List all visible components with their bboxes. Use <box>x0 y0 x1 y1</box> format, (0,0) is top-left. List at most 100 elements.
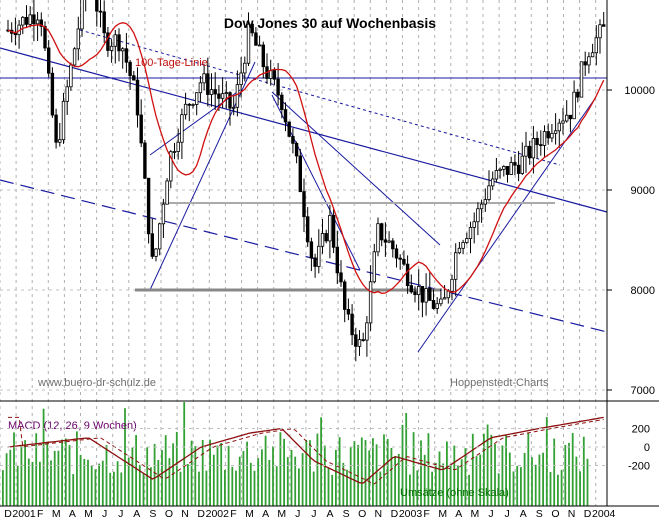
candle-body <box>202 73 206 84</box>
x-tick-label: D <box>584 508 592 520</box>
candle-body <box>102 11 106 34</box>
volume-bar <box>157 460 160 506</box>
watermark-left: www.buero-dr-schulz.de <box>37 377 156 389</box>
x-tick-label: 2001 <box>12 508 36 520</box>
y-tick-label: 9000 <box>631 185 655 197</box>
candle-body <box>309 241 314 259</box>
volume-bar <box>98 463 100 506</box>
candle-body <box>217 93 221 99</box>
volume-bar <box>105 445 108 506</box>
volume-bar <box>512 471 515 506</box>
volume-bar <box>353 441 356 506</box>
candle-body <box>287 121 291 137</box>
candle-body <box>261 44 265 68</box>
macd-panel: MACD (12, 26, 9 Wochen) Umsätze (ohne Sk… <box>0 400 659 506</box>
volume-bar <box>79 454 82 506</box>
volume-bar <box>246 441 248 506</box>
candle-body <box>457 247 462 254</box>
candle-body <box>365 322 369 341</box>
x-tick-label: J <box>118 508 123 520</box>
candle-body <box>505 165 510 175</box>
candle-body <box>516 164 521 174</box>
candle-body <box>272 70 277 80</box>
watermark-right: Hoppenstedt-Charts <box>450 377 549 389</box>
volume-bar <box>438 451 441 506</box>
volume-bar <box>464 448 467 506</box>
candle-body <box>132 75 136 81</box>
candle-body <box>157 223 162 250</box>
candle-body <box>150 233 154 257</box>
candle-body <box>513 162 517 166</box>
candle-body <box>335 246 339 274</box>
candle-body <box>576 91 580 98</box>
candle-body <box>246 23 251 64</box>
volume-bar <box>327 467 330 506</box>
candle-body <box>280 94 284 110</box>
candle-body <box>106 32 110 51</box>
macd-y-axis: 200 0 -200 <box>0 424 650 473</box>
volume-bar <box>586 458 589 506</box>
x-tick-label: A <box>520 508 527 520</box>
candle-body <box>124 48 129 63</box>
volume-bar <box>120 472 123 506</box>
volume-bar <box>238 456 241 506</box>
fall-trendline-2002b <box>271 91 441 246</box>
candle-body <box>420 286 425 303</box>
volume-bar <box>545 417 548 506</box>
candle-body <box>442 297 447 300</box>
volume-bar <box>579 471 581 506</box>
candle-body <box>402 258 406 265</box>
volume-bar <box>331 474 334 506</box>
candle-body <box>50 72 55 116</box>
candle-body <box>291 135 295 144</box>
candle-body <box>224 92 228 95</box>
candle-body <box>502 165 506 170</box>
candle-body <box>276 78 280 96</box>
volume-bar <box>2 470 4 506</box>
volume-bar <box>35 433 38 506</box>
ma-label: 100-Tage-Linie <box>135 57 208 69</box>
candle-body <box>54 114 58 143</box>
volume-bar <box>224 469 226 506</box>
volume-bar <box>9 449 12 506</box>
volume-bar <box>360 437 363 506</box>
volume-bar <box>46 441 49 506</box>
candle-body <box>113 34 117 47</box>
candle-body <box>32 14 36 25</box>
candle-body <box>58 139 62 143</box>
candle-body <box>206 73 210 95</box>
volume-bar <box>412 432 415 506</box>
x-tick-label: S <box>343 508 350 520</box>
volume-bar <box>183 402 186 506</box>
resistance-line <box>0 47 608 213</box>
volume-bar <box>475 456 478 506</box>
volume-bar <box>301 453 304 506</box>
candle-body <box>435 303 439 309</box>
candle-body <box>128 61 132 77</box>
volume-bar <box>379 471 382 506</box>
candle-body <box>146 177 151 235</box>
volume-bar <box>209 439 211 506</box>
x-tick-label: J <box>488 508 493 520</box>
candle-body <box>524 145 528 157</box>
candle-body <box>439 298 443 305</box>
volume-bar <box>187 464 189 506</box>
candle-body <box>183 103 188 116</box>
volume-bar <box>24 440 26 506</box>
candle-body <box>535 137 539 146</box>
candle-body <box>172 151 177 153</box>
volume-bar <box>175 431 178 506</box>
volume-bar <box>383 434 385 506</box>
volume-bar <box>13 432 15 506</box>
volume-bar <box>146 447 149 506</box>
volume-bar <box>101 460 104 506</box>
x-tick-label: A <box>133 508 140 520</box>
candle-body <box>13 32 18 36</box>
volume-bar <box>346 469 348 506</box>
macd-tick-label: 200 <box>632 424 650 436</box>
volume-bar <box>571 433 574 506</box>
x-tick-label: J <box>504 508 509 520</box>
candle-body <box>298 155 302 193</box>
volume-bar <box>194 446 197 506</box>
candle-body <box>165 180 169 205</box>
